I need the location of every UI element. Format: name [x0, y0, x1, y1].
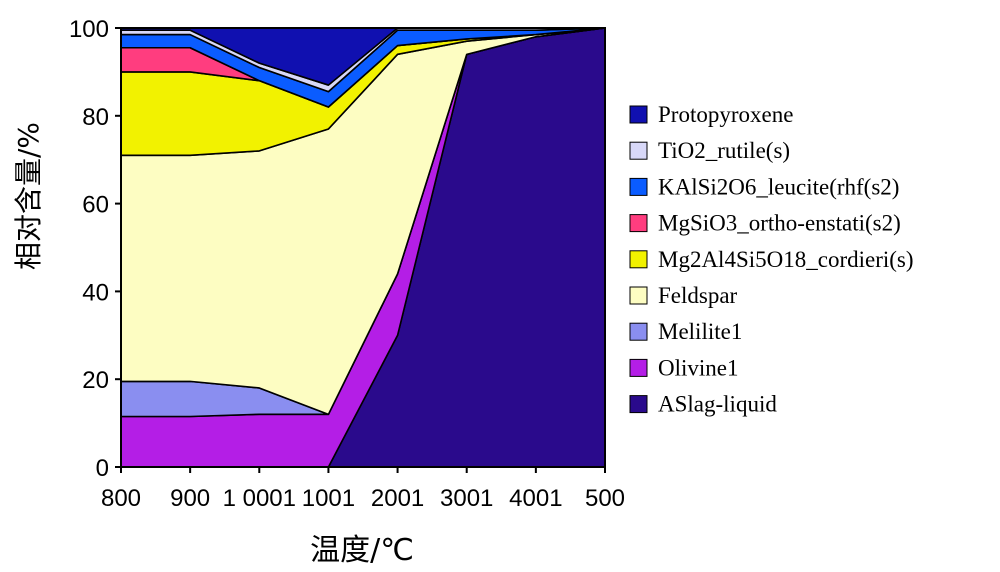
axes: 800 900 1 0001 1001 2001 3001 4001 500 0 20 40 60 80…	[69, 16, 625, 512]
y-tick-label: 80	[82, 104, 109, 131]
legend-swatch-mg2al4si5o18-cordieri-s	[629, 250, 648, 269]
y-tick-label: 0	[96, 455, 109, 482]
area-layers	[120, 27, 606, 468]
y-axis-title: 相对含量/%	[12, 122, 45, 270]
x-tick-label: 3001	[440, 485, 493, 512]
x-tick-label: 500	[585, 485, 625, 512]
legend-label-protopyroxene: Protopyroxene	[658, 102, 793, 127]
x-tick-label: 1 0001	[223, 485, 296, 512]
legend-label-kalsi2o6-leucite-rhf-s2: KAlSi2O6_leucite(rhf(s2)	[658, 174, 899, 199]
plot-frame	[120, 27, 606, 468]
x-tick-label: 900	[170, 485, 210, 512]
legend-label-aslag-liquid: ASlag-liquid	[658, 392, 777, 417]
x-tick-label: 4001	[509, 485, 562, 512]
legend-swatch-tio2-rutile-s	[629, 141, 648, 160]
y-tick-label: 20	[82, 367, 109, 394]
x-tick-label: 800	[101, 485, 141, 512]
legend-label-olivine1: Olivine1	[658, 355, 739, 380]
x-tick-label: 2001	[371, 485, 424, 512]
legend-swatch-melilite1	[629, 322, 648, 341]
x-tick-label: 1001	[302, 485, 355, 512]
legend-label-mgsio3-ortho-enstati-s2: MgSiO3_ortho-enstati(s2)	[658, 211, 901, 236]
y-tick-label: 40	[82, 279, 109, 306]
legend-label-feldspar: Feldspar	[658, 283, 738, 308]
legend-swatch-feldspar	[629, 286, 648, 305]
x-axis-title: 温度/℃	[310, 533, 414, 568]
legend-swatch-mgsio3-ortho-enstati-s2	[629, 214, 648, 233]
y-tick-label: 60	[82, 192, 109, 219]
legend-swatch-olivine1	[629, 358, 648, 377]
legend-label-melilite1: Melilite1	[658, 319, 742, 344]
legend-label-tio2-rutile-s: TiO2_rutile(s)	[658, 138, 790, 163]
legend-label-mg2al4si5o18-cordieri-s: Mg2Al4Si5O18_cordieri(s)	[658, 247, 914, 272]
y-tick-label: 100	[69, 16, 109, 43]
legend: Protopyroxene TiO2_rutile(s) KAlSi2O6_leuc…	[629, 102, 914, 417]
legend-swatch-protopyroxene	[629, 105, 648, 124]
legend-swatch-aslag-liquid	[629, 395, 648, 414]
legend-swatch-kalsi2o6-leucite-rhf-s2	[629, 177, 648, 196]
